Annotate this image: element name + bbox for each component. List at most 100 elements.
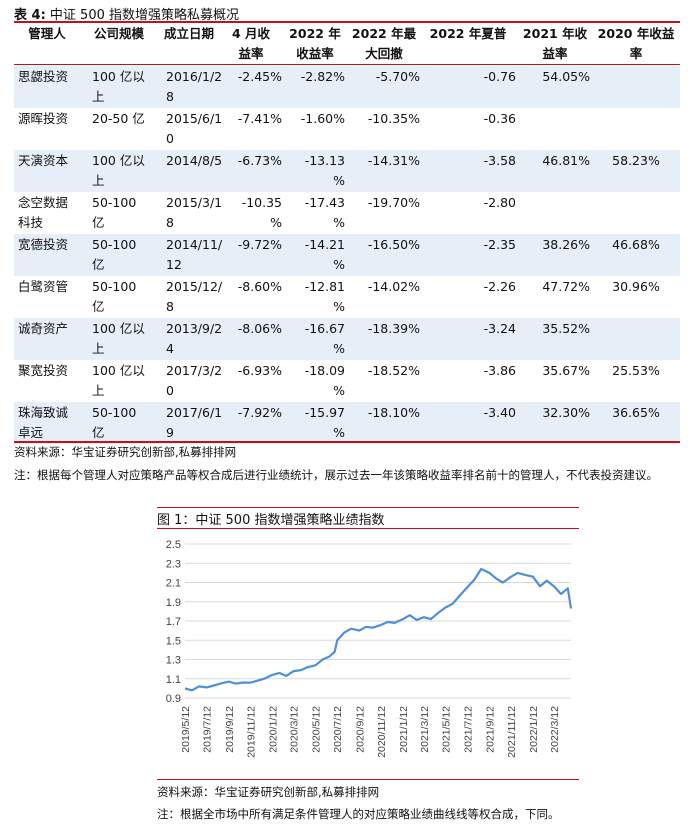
x-tick-label: 2019/5/12 xyxy=(180,706,192,753)
y-tick-label: 2.5 xyxy=(166,539,181,551)
x-tick-label: 2021/9/12 xyxy=(484,706,496,753)
table-cell-date: 2017/6/1 xyxy=(166,405,223,420)
y-tick-label: 0.9 xyxy=(166,693,181,705)
table-row xyxy=(14,402,680,444)
table-cell-apr: -7.41% xyxy=(237,111,282,126)
table-cell-sharpe: -3.86 xyxy=(483,363,516,378)
table-title: 表 4: 中证 500 指数增强策略私募概况 xyxy=(14,4,239,23)
y-tick-label: 1.9 xyxy=(166,597,181,609)
table-row xyxy=(14,360,680,402)
table-row xyxy=(14,192,680,234)
table-cell-scale: 50-100 xyxy=(92,195,137,210)
table-row xyxy=(14,66,680,108)
table-cell-manager: 聚宽投资 xyxy=(18,363,69,378)
table-cell-date: 12 xyxy=(166,257,182,272)
table-row xyxy=(14,150,680,192)
table-cell-date: 2017/3/2 xyxy=(166,363,223,378)
column-header: 2022 年 xyxy=(289,26,341,41)
table-cell-dd: -19.70% xyxy=(367,195,420,210)
table-cell-manager: 诚奇资产 xyxy=(18,321,69,336)
table-row xyxy=(14,108,680,150)
table-cell-sharpe: -3.58 xyxy=(483,153,516,168)
table-title-text: 中证 500 指数增强策略私募概况 xyxy=(49,8,239,23)
table-cell-sharpe: -0.76 xyxy=(483,69,516,84)
column-header: 收益率 xyxy=(296,46,334,61)
table-cell-date: 2015/6/1 xyxy=(166,111,223,126)
figure-top-rule xyxy=(157,507,579,508)
table-cell-manager: 思勰投资 xyxy=(18,69,69,84)
column-header: 2021 年收 xyxy=(522,26,588,41)
table-cell-ret2022: % xyxy=(333,299,345,314)
figure-title-rule xyxy=(157,528,579,529)
table-cell-scale: 亿 xyxy=(92,425,105,440)
table-cell-scale: 50-100 xyxy=(92,405,137,420)
table-cell-manager: 源晖投资 xyxy=(18,111,69,126)
table-cell-dd: -10.35% xyxy=(367,111,420,126)
table-cell-ret2022: -14.21 xyxy=(304,237,345,252)
table-cell-apr: % xyxy=(270,215,282,230)
table-cell-date: 2013/9/2 xyxy=(166,321,223,336)
table-row xyxy=(14,234,680,276)
column-header: 益率 xyxy=(542,46,568,61)
column-header: 2020 年收益 xyxy=(597,26,675,41)
table-cell-ret2022: -1.60% xyxy=(300,111,345,126)
column-header: 4 月收 xyxy=(231,26,271,41)
x-tick-label: 2021/11/12 xyxy=(506,706,518,758)
column-header: 公司规模 xyxy=(93,26,144,41)
table-cell-ret2020: 25.53% xyxy=(612,363,660,378)
table-cell-apr: -8.60% xyxy=(237,279,282,294)
table-cell-dd: -5.70% xyxy=(375,69,420,84)
table-cell-sharpe: -3.40 xyxy=(483,405,516,420)
table-cell-scale: 亿 xyxy=(92,257,105,272)
table-cell-ret2022: % xyxy=(333,173,345,188)
table-cell-scale: 100 亿以 xyxy=(92,69,145,84)
table-cell-date: 2016/1/2 xyxy=(166,69,223,84)
table-cell-scale: 100 亿以 xyxy=(92,363,145,378)
x-tick-label: 2020/1/12 xyxy=(267,706,279,753)
table-cell-scale: 50-100 xyxy=(92,279,137,294)
series-line xyxy=(184,567,573,692)
table-cell-ret2022: % xyxy=(333,257,345,272)
table-cell-manager: 念空数据 xyxy=(18,195,69,210)
table-cell-ret2022: % xyxy=(333,383,345,398)
table-cell-manager: 天演资本 xyxy=(18,153,69,168)
table-cell-ret2020: 36.65% xyxy=(612,405,660,420)
table-cell-date: 2014/8/5 xyxy=(166,153,223,168)
table-cell-sharpe: -2.80 xyxy=(483,195,516,210)
index-line-chart: 0.9 1.1 1.3 1.5 1.7 1.9 2.1 2.3 2.5 2019/5/12 2019… xyxy=(166,539,573,758)
figure-source: 资料来源：华宝证券研究创新部,私募排排网 xyxy=(157,785,380,799)
table-cell-date: 4 xyxy=(166,341,174,356)
x-tick-label: 2021/3/12 xyxy=(419,706,431,753)
table-cell-manager: 宽德投资 xyxy=(18,237,69,252)
x-tick-label: 2020/9/12 xyxy=(354,706,366,753)
y-tick-label: 1.5 xyxy=(166,635,181,647)
x-tick-label: 2022/1/12 xyxy=(528,706,540,753)
table-label: 表 4: xyxy=(14,8,46,23)
table-cell-scale: 20-50 亿 xyxy=(92,111,145,126)
table-cell-ret2022: -16.67 xyxy=(304,321,345,336)
y-tick-label: 1.3 xyxy=(166,655,181,667)
x-tick-label: 2019/7/12 xyxy=(202,706,214,753)
table-bottom-rule xyxy=(14,441,680,443)
x-tick-label: 2020/7/12 xyxy=(332,706,344,753)
table-cell-scale: 亿 xyxy=(92,299,105,314)
column-header: 2022 年最 xyxy=(351,26,417,41)
table-cell-apr: -10.35 xyxy=(241,195,282,210)
table-cell-date: 0 xyxy=(166,383,174,398)
table-cell-apr: -2.45% xyxy=(237,69,282,84)
figure-bottom-rule xyxy=(157,779,579,780)
table-cell-scale: 上 xyxy=(92,173,105,188)
table-cell-ret2022: % xyxy=(333,215,345,230)
column-header: 率 xyxy=(629,46,643,61)
table-cell-manager: 科技 xyxy=(18,215,44,230)
x-tick-label: 2020/11/12 xyxy=(376,706,388,758)
x-tick-label: 2021/7/12 xyxy=(462,706,474,753)
figure-title: 图 1：中证 500 指数增强策略业绩指数 xyxy=(157,513,385,528)
y-tick-label: 1.7 xyxy=(166,616,181,628)
table-cell-ret2021: 38.26% xyxy=(542,237,590,252)
table-cell-apr: -6.93% xyxy=(237,363,282,378)
table-cell-scale: 100 亿以 xyxy=(92,321,145,336)
table-cell-manager: 珠海致诚 xyxy=(18,405,69,420)
y-tick-label: 2.1 xyxy=(166,578,181,590)
table-cell-ret2021: 32.30% xyxy=(542,405,590,420)
